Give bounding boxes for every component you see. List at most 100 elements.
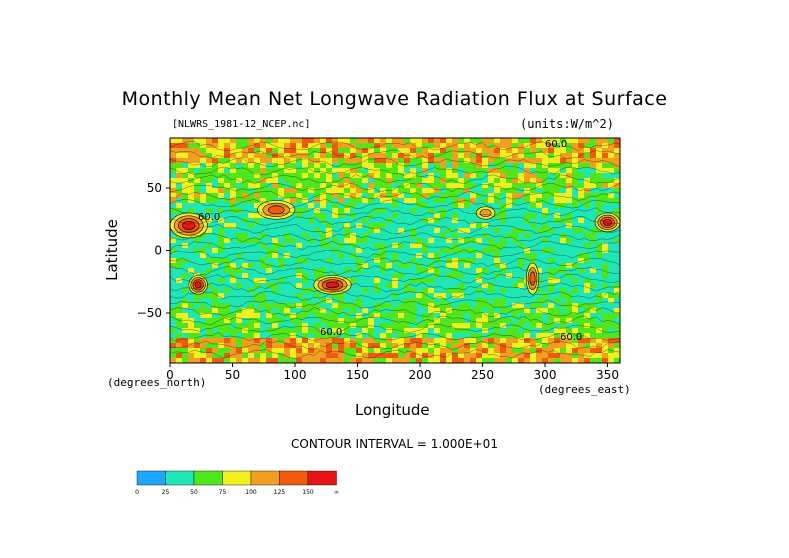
field-cell bbox=[434, 218, 440, 223]
field-cell bbox=[602, 148, 608, 153]
field-cell bbox=[206, 328, 212, 333]
field-cell bbox=[560, 223, 566, 228]
field-cell bbox=[500, 233, 506, 238]
field-cell bbox=[170, 273, 176, 278]
field-cell bbox=[260, 258, 266, 263]
regions-layer bbox=[169, 200, 621, 295]
field-cell bbox=[380, 228, 386, 233]
field-cell bbox=[350, 303, 356, 308]
field-cell bbox=[266, 288, 272, 293]
field-cell bbox=[500, 228, 506, 233]
field-cell bbox=[374, 153, 380, 158]
field-cell bbox=[380, 138, 386, 143]
field-cell bbox=[338, 313, 344, 318]
field-cell bbox=[566, 153, 572, 158]
contour-label: 60.0 bbox=[320, 327, 342, 338]
field-cell bbox=[584, 328, 590, 333]
field-cell bbox=[368, 273, 374, 278]
field-cell bbox=[542, 148, 548, 153]
field-cell bbox=[356, 163, 362, 168]
field-cell bbox=[584, 263, 590, 268]
field-cell bbox=[452, 358, 458, 363]
field-cell bbox=[374, 223, 380, 228]
field-cell bbox=[290, 223, 296, 228]
field-cell bbox=[458, 273, 464, 278]
field-cell bbox=[404, 263, 410, 268]
field-cell bbox=[506, 358, 512, 363]
field-cell bbox=[398, 193, 404, 198]
field-cell bbox=[206, 163, 212, 168]
field-cell bbox=[548, 358, 554, 363]
field-cell bbox=[392, 313, 398, 318]
field-cell bbox=[290, 343, 296, 348]
field-cell bbox=[452, 293, 458, 298]
field-cell bbox=[206, 288, 212, 293]
field-cell bbox=[434, 173, 440, 178]
field-cell bbox=[518, 298, 524, 303]
field-cell bbox=[572, 303, 578, 308]
field-cell bbox=[170, 253, 176, 258]
field-cell bbox=[404, 283, 410, 288]
field-cell bbox=[614, 288, 620, 293]
field-cell bbox=[242, 263, 248, 268]
field-cell bbox=[278, 343, 284, 348]
field-cell bbox=[608, 323, 614, 328]
field-cell bbox=[464, 218, 470, 223]
field-cell bbox=[260, 183, 266, 188]
field-cell bbox=[224, 153, 230, 158]
field-cell bbox=[290, 298, 296, 303]
field-cell bbox=[230, 248, 236, 253]
field-cell bbox=[566, 238, 572, 243]
field-cell bbox=[350, 288, 356, 293]
field-cell bbox=[482, 153, 488, 158]
x-tick-label: 0 bbox=[166, 368, 174, 382]
field-cell bbox=[530, 293, 536, 298]
field-cell bbox=[506, 233, 512, 238]
field-cell bbox=[392, 183, 398, 188]
field-cell bbox=[362, 173, 368, 178]
field-cell bbox=[554, 188, 560, 193]
field-cell bbox=[464, 313, 470, 318]
field-cell bbox=[542, 343, 548, 348]
field-cell bbox=[506, 248, 512, 253]
field-cell bbox=[218, 328, 224, 333]
field-cell bbox=[404, 238, 410, 243]
field-cell bbox=[506, 318, 512, 323]
field-cell bbox=[350, 153, 356, 158]
field-cell bbox=[362, 288, 368, 293]
field-cell bbox=[434, 203, 440, 208]
field-cell bbox=[326, 308, 332, 313]
field-cell bbox=[296, 338, 302, 343]
field-cell bbox=[212, 303, 218, 308]
field-cell bbox=[422, 278, 428, 283]
field-cell bbox=[212, 198, 218, 203]
field-cell bbox=[374, 233, 380, 238]
field-cell bbox=[488, 293, 494, 298]
field-cell bbox=[170, 203, 176, 208]
field-cell bbox=[380, 293, 386, 298]
field-cell bbox=[380, 318, 386, 323]
field-cell bbox=[278, 158, 284, 163]
field-cell bbox=[614, 173, 620, 178]
field-cell bbox=[536, 213, 542, 218]
field-cell bbox=[470, 173, 476, 178]
field-cell bbox=[200, 268, 206, 273]
field-cell bbox=[410, 348, 416, 353]
field-cell bbox=[470, 158, 476, 163]
field-cell bbox=[398, 228, 404, 233]
field-cell bbox=[200, 148, 206, 153]
field-cell bbox=[266, 178, 272, 183]
field-cell bbox=[512, 218, 518, 223]
field-cell bbox=[404, 333, 410, 338]
field-cell bbox=[578, 178, 584, 183]
field-cell bbox=[524, 298, 530, 303]
field-cell bbox=[518, 163, 524, 168]
field-cell bbox=[332, 328, 338, 333]
field-cell bbox=[254, 313, 260, 318]
colorbar-label: ∞ bbox=[334, 489, 339, 496]
field-cell bbox=[554, 183, 560, 188]
field-cell bbox=[512, 303, 518, 308]
field-cell bbox=[590, 213, 596, 218]
field-cell bbox=[452, 188, 458, 193]
field-cell bbox=[494, 168, 500, 173]
